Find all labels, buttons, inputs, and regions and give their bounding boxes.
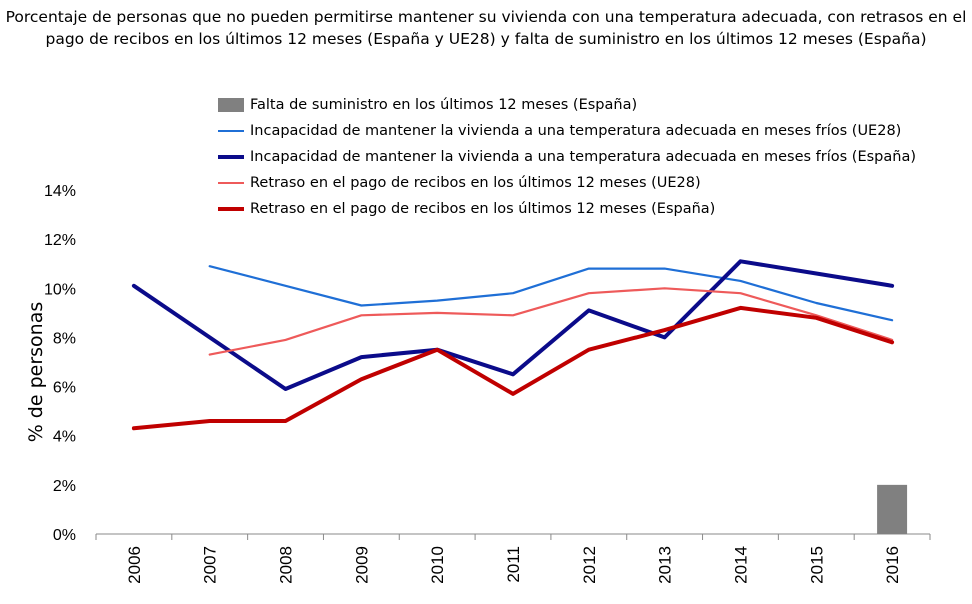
x-tick-label: 2011 xyxy=(504,546,523,583)
y-tick-label: 2% xyxy=(53,478,76,495)
legend-item: Retraso en el pago de recibos en los últ… xyxy=(218,170,916,196)
y-tick-label: 12% xyxy=(44,232,76,249)
legend-label: Retraso en el pago de recibos en los últ… xyxy=(250,201,716,217)
y-tick-label: 0% xyxy=(53,527,76,544)
legend-swatch xyxy=(218,98,244,112)
x-tick-label: 2016 xyxy=(883,546,902,584)
legend-item: Retraso en el pago de recibos en los últ… xyxy=(218,196,916,222)
x-tick-label: 2006 xyxy=(125,546,144,584)
chart-axes: 0% 2% 4% 6% 8% 10% 12% 14% 2006 2007 2008 2009 2010 2… xyxy=(44,183,931,584)
y-tick-label: 10% xyxy=(44,281,76,298)
chart-legend: Falta de suministro en los últimos 12 me… xyxy=(218,92,916,222)
legend-label: Falta de suministro en los últimos 12 me… xyxy=(250,97,638,113)
x-tick-label: 2015 xyxy=(807,546,826,584)
x-tick-label: 2009 xyxy=(352,546,371,584)
legend-item: Incapacidad de mantener la vivienda a un… xyxy=(218,118,916,144)
y-tick-label: 8% xyxy=(53,330,76,347)
x-tick-label: 2013 xyxy=(656,546,675,584)
x-tick-label: 2007 xyxy=(201,546,220,584)
series-line-2 xyxy=(131,259,895,391)
bar-falta-suministro xyxy=(877,484,908,534)
chart-title-line-2: pago de recibos en los últimos 12 meses … xyxy=(45,30,927,48)
legend-item: Incapacidad de mantener la vivienda a un… xyxy=(218,144,916,170)
series-line-4 xyxy=(131,305,895,431)
legend-swatch xyxy=(218,129,244,133)
chart-title: Porcentaje de personas que no pueden per… xyxy=(0,6,972,50)
x-tick-label: 2008 xyxy=(277,546,296,584)
x-tick-label: 2012 xyxy=(580,546,599,584)
y-axis-label: % de personas xyxy=(25,301,47,443)
chart-lines xyxy=(131,259,895,431)
x-tick-label: 2014 xyxy=(731,546,750,584)
y-tick-label: 14% xyxy=(44,183,76,200)
y-tick-label: 6% xyxy=(53,380,76,397)
legend-label: Incapacidad de mantener la vivienda a un… xyxy=(250,149,916,165)
chart-bars xyxy=(877,484,908,534)
series-line-3 xyxy=(208,287,894,356)
chart-title-line-1: Porcentaje de personas que no pueden per… xyxy=(5,8,967,26)
legend-swatch xyxy=(218,207,244,211)
legend-swatch xyxy=(218,181,244,185)
legend-item: Falta de suministro en los últimos 12 me… xyxy=(218,92,916,118)
legend-swatch xyxy=(218,155,244,159)
x-tick-label: 2010 xyxy=(428,546,447,584)
legend-label: Retraso en el pago de recibos en los últ… xyxy=(250,175,701,191)
y-tick-label: 4% xyxy=(53,429,76,446)
series-line-1 xyxy=(208,265,894,322)
legend-label: Incapacidad de mantener la vivienda a un… xyxy=(250,123,902,139)
